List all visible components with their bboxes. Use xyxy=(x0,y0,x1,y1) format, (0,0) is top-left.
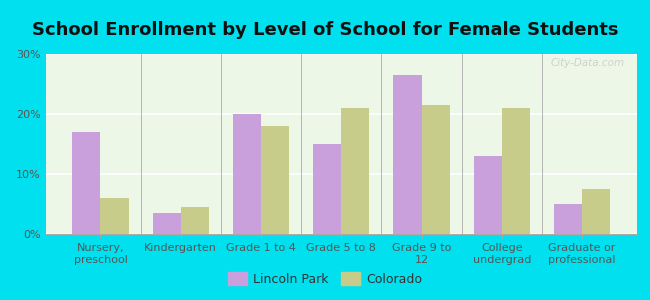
Bar xyxy=(341,108,369,234)
Text: School Enrollment by Level of School for Female Students: School Enrollment by Level of School for… xyxy=(32,21,618,39)
Bar xyxy=(72,132,101,234)
Bar xyxy=(554,204,582,234)
Bar xyxy=(502,108,530,234)
Bar xyxy=(313,144,341,234)
Text: City-Data.com: City-Data.com xyxy=(551,58,625,68)
Bar xyxy=(474,156,502,234)
Bar xyxy=(101,198,129,234)
Legend: Lincoln Park, Colorado: Lincoln Park, Colorado xyxy=(223,267,427,291)
Bar xyxy=(421,105,450,234)
Bar xyxy=(233,114,261,234)
Bar xyxy=(582,189,610,234)
Bar xyxy=(153,213,181,234)
Bar xyxy=(261,126,289,234)
Bar xyxy=(181,207,209,234)
Bar xyxy=(393,75,421,234)
